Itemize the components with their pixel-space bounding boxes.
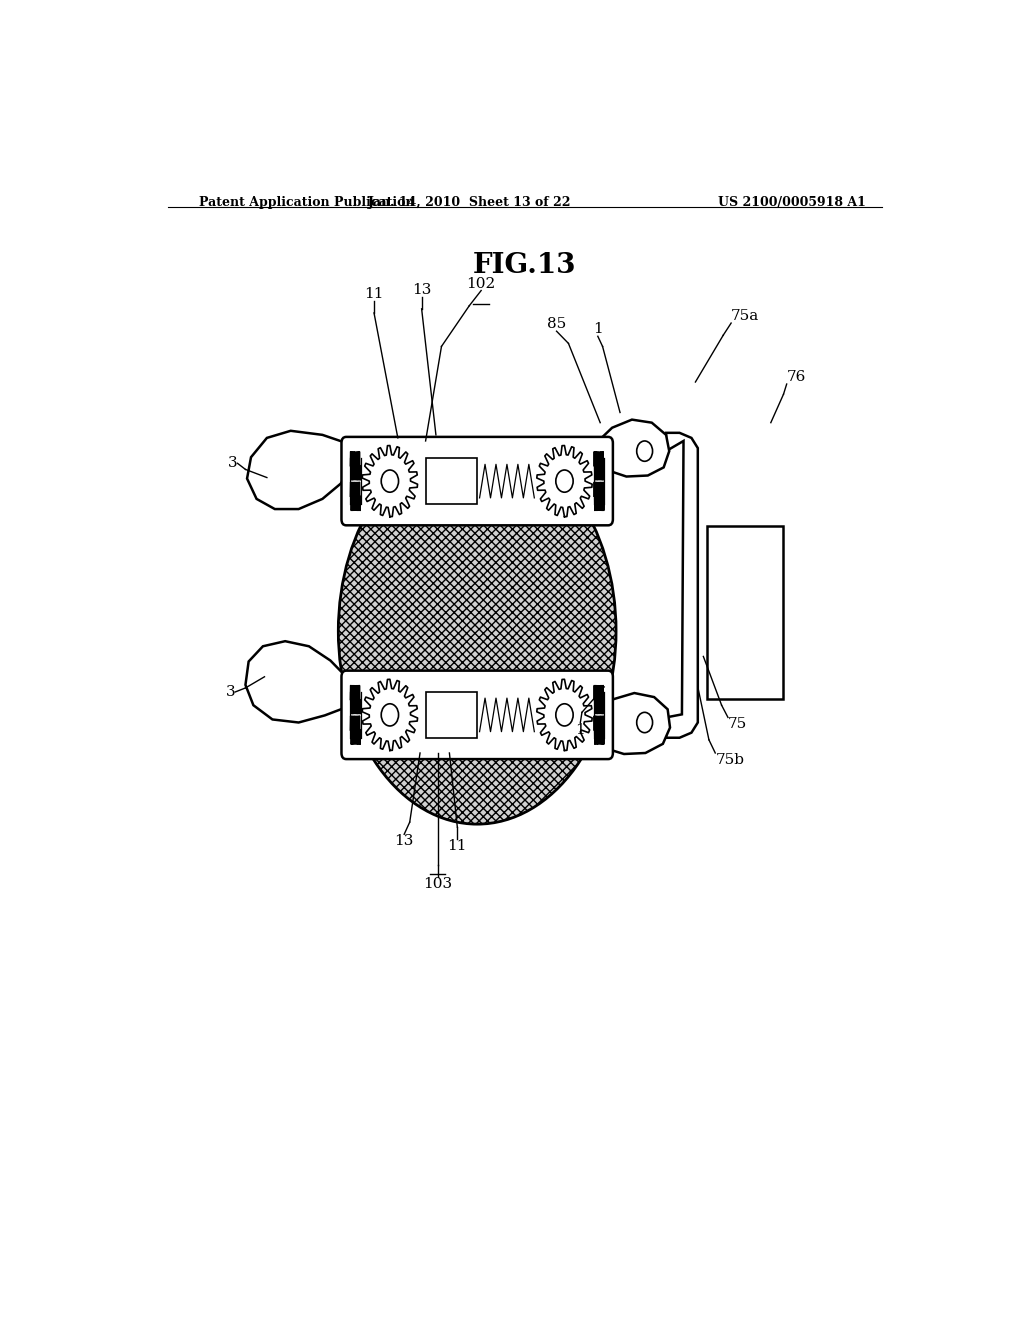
FancyBboxPatch shape <box>341 671 613 759</box>
Text: 11: 11 <box>365 286 384 301</box>
Text: Patent Application Publication: Patent Application Publication <box>200 195 415 209</box>
Ellipse shape <box>338 438 616 824</box>
Text: 11: 11 <box>447 840 467 854</box>
Polygon shape <box>592 693 670 754</box>
Text: 75a: 75a <box>731 309 760 323</box>
Bar <box>708 527 782 700</box>
Text: 3: 3 <box>225 685 236 700</box>
Circle shape <box>637 441 652 461</box>
Text: 103: 103 <box>423 876 452 891</box>
Text: 75b: 75b <box>715 752 744 767</box>
Bar <box>426 458 477 504</box>
Text: 1: 1 <box>593 322 603 337</box>
Text: 102: 102 <box>467 276 496 290</box>
Text: FIG.13: FIG.13 <box>473 252 577 279</box>
Text: US 2100/0005918 A1: US 2100/0005918 A1 <box>718 195 866 209</box>
Text: 1: 1 <box>575 722 586 737</box>
Polygon shape <box>537 680 592 751</box>
Text: 75: 75 <box>728 718 748 731</box>
Text: 85: 85 <box>547 317 566 331</box>
Text: 13: 13 <box>394 834 414 849</box>
Polygon shape <box>246 642 346 722</box>
Polygon shape <box>247 430 352 510</box>
Circle shape <box>381 704 398 726</box>
Circle shape <box>381 470 398 492</box>
Polygon shape <box>362 446 418 516</box>
Text: Jan. 14, 2010  Sheet 13 of 22: Jan. 14, 2010 Sheet 13 of 22 <box>368 195 571 209</box>
Bar <box>426 692 477 738</box>
Circle shape <box>556 470 573 492</box>
Text: 76: 76 <box>786 370 806 384</box>
Polygon shape <box>362 680 418 751</box>
Circle shape <box>556 704 573 726</box>
Polygon shape <box>594 420 670 477</box>
FancyBboxPatch shape <box>341 437 613 525</box>
Polygon shape <box>666 433 697 738</box>
Text: 13: 13 <box>412 282 431 297</box>
Text: 3: 3 <box>228 457 238 470</box>
Polygon shape <box>537 446 592 516</box>
Circle shape <box>637 713 652 733</box>
